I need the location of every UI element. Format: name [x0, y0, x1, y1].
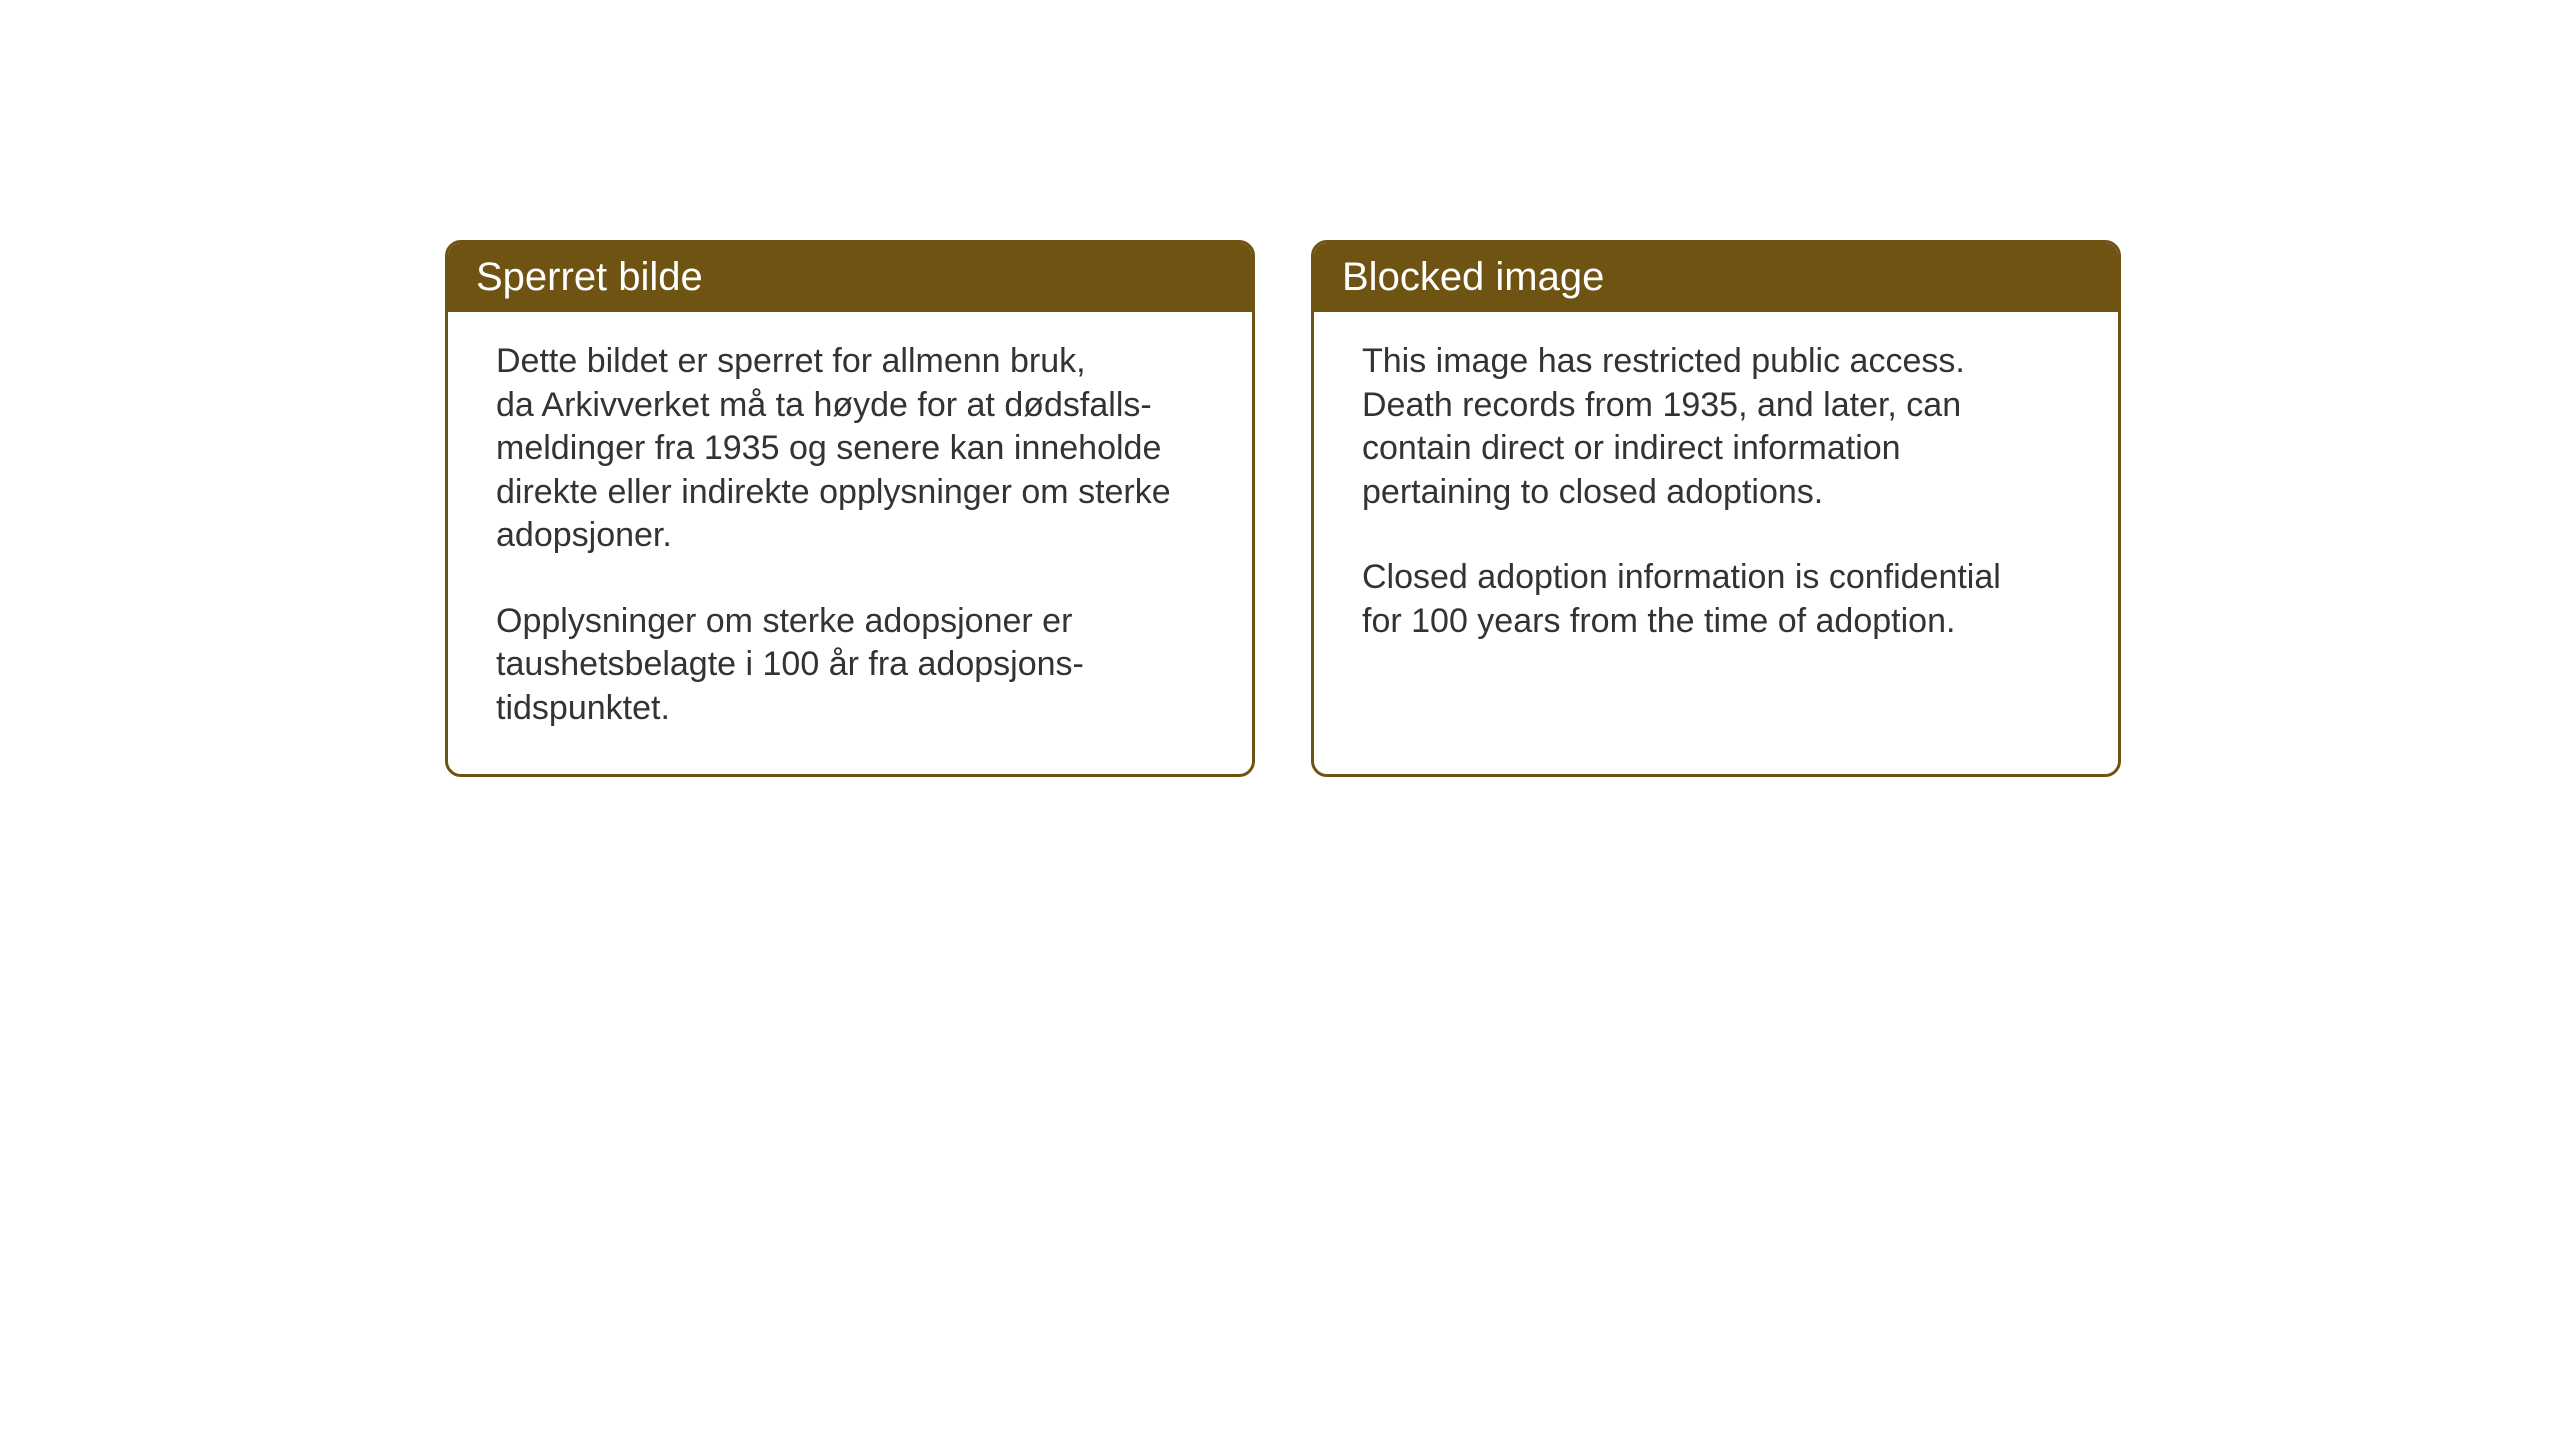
card-english-paragraph-1: This image has restricted public access.…	[1362, 340, 2070, 514]
card-english-header: Blocked image	[1314, 243, 2118, 312]
card-norwegian-header: Sperret bilde	[448, 243, 1252, 312]
cards-container: Sperret bilde Dette bildet er sperret fo…	[445, 240, 2121, 777]
card-english-body: This image has restricted public access.…	[1314, 312, 2118, 687]
card-norwegian-paragraph-2: Opplysninger om sterke adopsjoner er tau…	[496, 600, 1204, 731]
card-english-paragraph-2: Closed adoption information is confident…	[1362, 556, 2070, 643]
card-norwegian: Sperret bilde Dette bildet er sperret fo…	[445, 240, 1255, 777]
card-english: Blocked image This image has restricted …	[1311, 240, 2121, 777]
card-norwegian-paragraph-1: Dette bildet er sperret for allmenn bruk…	[496, 340, 1204, 558]
card-norwegian-body: Dette bildet er sperret for allmenn bruk…	[448, 312, 1252, 774]
